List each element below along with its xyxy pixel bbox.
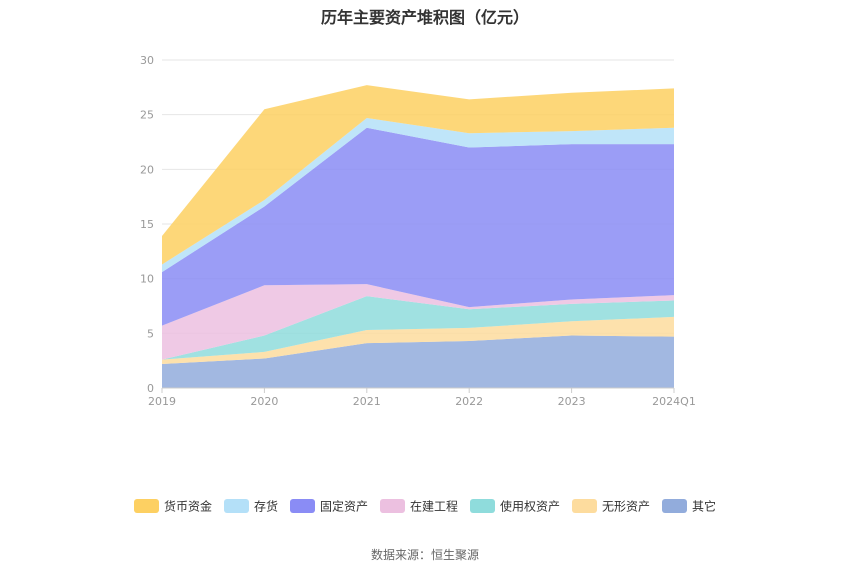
legend-item-在建工程[interactable]: 在建工程 bbox=[380, 499, 458, 514]
y-tick-label: 0 bbox=[147, 382, 154, 395]
area-series-使用权资产[interactable] bbox=[162, 296, 674, 360]
x-tick-label: 2023 bbox=[558, 395, 586, 408]
legend-swatch bbox=[380, 499, 405, 513]
chart-title: 历年主要资产堆积图（亿元） bbox=[320, 8, 529, 27]
area-series bbox=[162, 85, 674, 388]
area-series-在建工程[interactable] bbox=[162, 284, 674, 360]
axes: 0 5 10 15 20 25 30 2019 2020 2021 2022 2023 2024Q1 bbox=[140, 54, 696, 408]
legend-swatch bbox=[224, 499, 249, 513]
legend-label: 货币资金 bbox=[164, 499, 212, 514]
legend-item-存货[interactable]: 存货 bbox=[224, 499, 278, 514]
legend-item-货币资金[interactable]: 货币资金 bbox=[134, 499, 212, 514]
y-tick-label: 20 bbox=[140, 163, 154, 176]
legend-label: 其它 bbox=[692, 499, 716, 514]
y-tick-label: 15 bbox=[140, 218, 154, 231]
y-tick-label: 10 bbox=[140, 273, 154, 286]
legend-label: 在建工程 bbox=[410, 499, 458, 514]
area-series-其它[interactable] bbox=[162, 335, 674, 388]
legend-item-其它[interactable]: 其它 bbox=[662, 499, 716, 514]
data-source: 数据来源：恒生聚源 bbox=[370, 548, 479, 562]
legend-swatch bbox=[290, 499, 315, 513]
legend-swatch bbox=[662, 499, 687, 513]
area-series-货币资金[interactable] bbox=[162, 85, 674, 265]
legend: 货币资金 存货 固定资产 在建工程 使用权资产 无形资产 其它 bbox=[134, 499, 716, 514]
y-tick-label: 30 bbox=[140, 54, 154, 67]
legend-item-使用权资产[interactable]: 使用权资产 bbox=[470, 499, 560, 514]
x-tick-label: 2021 bbox=[353, 395, 381, 408]
area-series-无形资产[interactable] bbox=[162, 316, 674, 364]
area-series-固定资产[interactable] bbox=[162, 127, 674, 326]
y-tick-label: 25 bbox=[140, 109, 154, 122]
legend-swatch bbox=[470, 499, 495, 513]
legend-label: 存货 bbox=[254, 499, 278, 514]
legend-item-无形资产[interactable]: 无形资产 bbox=[572, 499, 650, 514]
x-tick-label: 2022 bbox=[455, 395, 483, 408]
x-tick-label: 2019 bbox=[148, 395, 176, 408]
x-tick-label: 2020 bbox=[250, 395, 278, 408]
legend-swatch bbox=[134, 499, 159, 513]
legend-label: 固定资产 bbox=[320, 499, 368, 514]
area-series-存货[interactable] bbox=[162, 117, 674, 273]
y-tick-label: 5 bbox=[147, 327, 154, 340]
legend-label: 使用权资产 bbox=[500, 499, 560, 514]
legend-swatch bbox=[572, 499, 597, 513]
legend-item-固定资产[interactable]: 固定资产 bbox=[290, 499, 368, 514]
legend-label: 无形资产 bbox=[602, 500, 650, 514]
x-tick-label: 2024Q1 bbox=[652, 395, 696, 408]
